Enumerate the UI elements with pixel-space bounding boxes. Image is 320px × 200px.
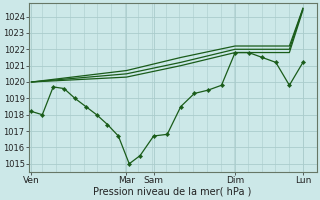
- X-axis label: Pression niveau de la mer( hPa ): Pression niveau de la mer( hPa ): [93, 187, 252, 197]
